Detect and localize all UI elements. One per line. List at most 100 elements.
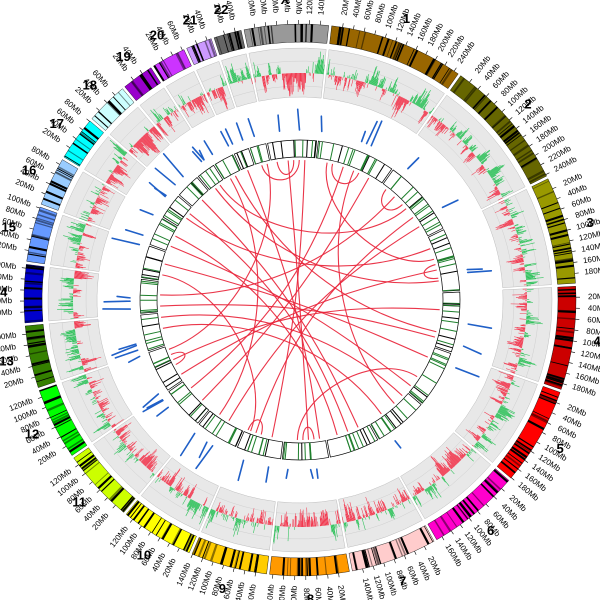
cytoband-chr-18 — [112, 96, 126, 111]
histogram-bar-loss — [300, 509, 301, 527]
histogram-bar-loss — [274, 74, 276, 77]
histogram-bar-gain — [243, 520, 245, 523]
histogram-bar-loss — [514, 338, 524, 341]
histogram-bar-loss — [289, 73, 292, 95]
histogram-bar-loss — [287, 73, 289, 91]
histogram-bar-loss — [119, 433, 127, 439]
histogram-bar-loss — [84, 370, 88, 373]
histogram-bar-gain — [519, 358, 525, 361]
cytoband-chr-9 — [248, 553, 254, 572]
histogram-bar-gain — [171, 488, 174, 491]
histogram-bar-gain — [257, 68, 261, 77]
histogram-bar-gain — [62, 285, 74, 287]
histogram-bar-loss — [381, 88, 383, 91]
spike-mark — [467, 323, 493, 329]
histogram-grid-chr-8 — [276, 510, 339, 515]
histogram-bar-loss — [363, 506, 368, 517]
histogram-bar-loss — [193, 99, 197, 105]
histogram-bar-loss — [518, 296, 527, 297]
histogram-bar-loss — [360, 81, 364, 89]
histogram-bar-loss — [188, 102, 195, 114]
heatmap-mark — [240, 151, 248, 168]
histogram-bar-gain — [487, 166, 497, 173]
histogram-bar-gain — [389, 88, 392, 92]
histogram-bar-loss — [270, 521, 272, 526]
histogram-bar-gain — [433, 483, 436, 486]
heatmap-mark — [178, 393, 193, 405]
histogram-bar-gain — [232, 81, 234, 84]
histogram-bar-gain — [95, 190, 101, 193]
cytoband-chr-1 — [355, 30, 361, 49]
histogram-bar-gain — [526, 317, 531, 319]
histogram-bar-loss — [197, 97, 204, 110]
histogram-bar-gain — [68, 354, 80, 358]
histogram-bar-loss — [102, 187, 110, 193]
heatmap-mark — [140, 309, 158, 312]
histogram-bar-loss — [311, 516, 313, 527]
heatmap-mark — [437, 339, 454, 346]
histogram-bar-loss — [76, 259, 85, 262]
histogram-grid-chr-2 — [424, 125, 492, 205]
cytoband-chr-12 — [46, 402, 65, 412]
histogram-bar-loss — [496, 222, 514, 229]
cytoband-chr-7 — [371, 547, 377, 566]
cytoband-chr-17 — [81, 131, 96, 143]
histogram-bar-loss — [417, 489, 421, 493]
histogram-bar-gain — [364, 75, 368, 83]
histogram-bar-loss — [73, 292, 81, 294]
tick-label-chr-13: 80Mb — [0, 342, 17, 354]
histogram-bar-loss — [98, 402, 105, 406]
cytoband-chr-21 — [208, 38, 217, 57]
cytoband-chr-13 — [27, 342, 46, 348]
histogram-bar-gain — [519, 359, 532, 363]
histogram-bar-gain — [450, 127, 454, 131]
tick-label-chr-3: 160Mb — [582, 253, 600, 265]
cytoband-chr-20 — [158, 62, 169, 79]
histogram-bar-loss — [379, 500, 385, 511]
histogram-bar-gain — [247, 68, 251, 79]
histogram-bar-gain — [478, 150, 491, 160]
histogram-grid-chr-19 — [163, 119, 185, 135]
histogram-bar-loss — [461, 146, 468, 152]
histogram-bar-loss — [218, 506, 221, 513]
histogram-bar-gain — [322, 68, 324, 75]
histogram-bar-gain — [353, 69, 357, 80]
histogram-bar-gain — [180, 95, 186, 105]
cytoband-chr-20 — [153, 65, 165, 82]
histogram-bar-gain — [350, 77, 352, 79]
tick-mark-chr-2 — [486, 93, 490, 97]
tick-mark-chr-1 — [415, 45, 418, 50]
histogram-bar-loss — [145, 133, 154, 142]
heatmap-mark — [190, 182, 204, 196]
histogram-bar-gain — [314, 64, 316, 74]
histogram-bar-loss — [282, 73, 285, 90]
histogram-bar-loss — [90, 211, 97, 215]
heatmap-mark — [234, 430, 243, 447]
cytoband-chr-5 — [503, 457, 519, 470]
histogram-bar-loss — [495, 190, 499, 193]
histogram-bar-loss — [479, 168, 486, 174]
histogram-bar-gain — [198, 504, 203, 511]
histogram-bar-gain — [489, 425, 497, 431]
histogram-bar-loss — [85, 224, 92, 227]
histogram-grid-chr-17 — [95, 144, 119, 177]
histogram-bar-gain — [152, 473, 155, 477]
cytoband-chr-X — [257, 27, 262, 46]
histogram-bar-loss — [329, 74, 331, 77]
cytoband-chr-X — [263, 26, 267, 45]
cytoband-chr-3 — [552, 241, 571, 247]
histogram-grid-chr-15 — [87, 227, 99, 271]
histogram-bar-gain — [524, 264, 532, 266]
histogram-bar-loss — [182, 105, 186, 110]
histogram-bar-gain — [211, 509, 215, 516]
histogram-bar-gain — [234, 73, 238, 82]
histogram-bar-gain — [434, 482, 437, 486]
histogram-bar-gain — [224, 514, 227, 521]
histogram-bar-gain — [481, 435, 493, 445]
histogram-bar-gain — [202, 505, 205, 511]
histogram-bar-loss — [256, 517, 258, 523]
histogram-bar-gain — [517, 230, 527, 234]
histogram-bar-loss — [109, 176, 125, 187]
histogram-bar-loss — [246, 513, 249, 521]
